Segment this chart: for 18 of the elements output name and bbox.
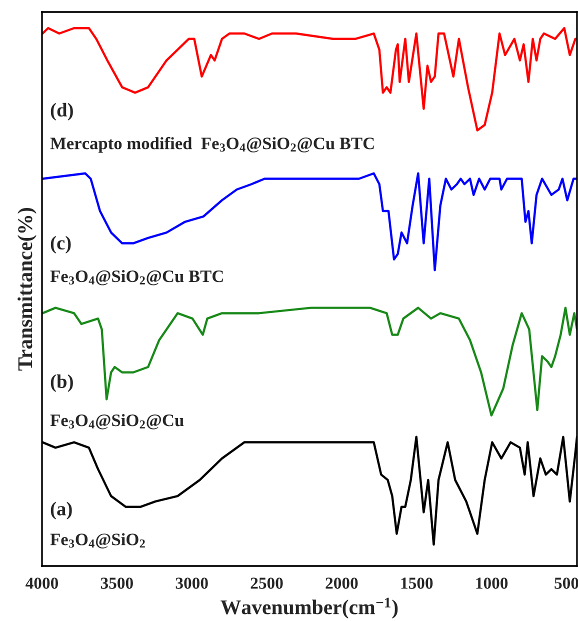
x-tick-label: 1000 — [476, 578, 508, 589]
x-tick-label: 500 — [554, 578, 578, 589]
annotation: (b) — [50, 374, 73, 392]
annotation: Fe$_{3}$O$_{4}$@SiO$_{2}$@Cu — [50, 414, 184, 430]
x-axis-title: Wavenumber(cm$^{−1}$) — [220, 598, 398, 619]
x-tick-label: 3000 — [176, 578, 208, 589]
annotation: Fe$_{3}$O$_{4}$@SiO$_{2}$@Cu BTC — [50, 270, 223, 286]
x-tick-label: 4000 — [26, 578, 58, 589]
x-tick-label: 1500 — [401, 578, 433, 589]
y-axis-title: Transmittance(%) — [18, 208, 36, 371]
x-tick-label: 3500 — [100, 578, 133, 589]
x-tick-label: 2500 — [250, 578, 283, 589]
x-tick-label: 2000 — [326, 578, 358, 589]
annotation: (d) — [50, 102, 73, 121]
annotation: Fe$_{3}$O$_{4}$@SiO$_{2}$ — [50, 533, 145, 548]
annotation: (c) — [50, 236, 71, 254]
annotation: (a) — [50, 502, 72, 520]
annotation: Mercapto modified Fe$_{3}$O$_{4}$@SiO$_{2}$@Cu BTC — [50, 136, 374, 153]
